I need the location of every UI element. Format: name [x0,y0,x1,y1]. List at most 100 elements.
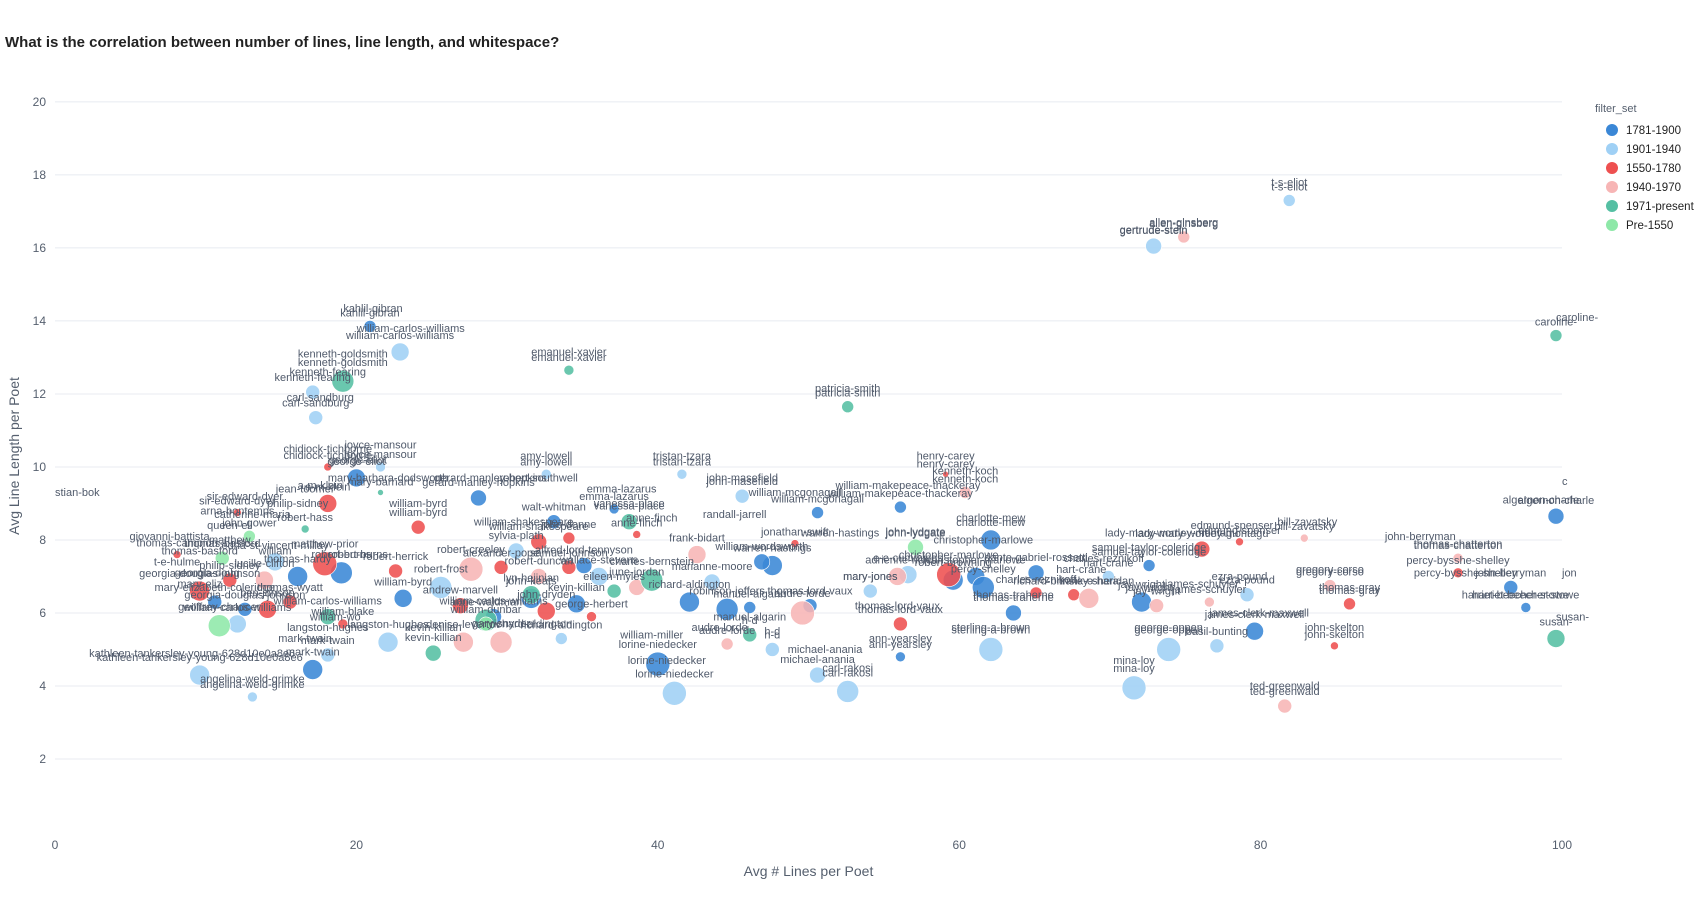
legend-item[interactable]: 1971-present [1606,200,1695,213]
data-point[interactable] [715,598,739,621]
data-point[interactable] [1282,194,1296,207]
legend[interactable]: filter_set 1781-1900 1901-1940 1550-1780 194… [1595,103,1695,232]
data-point[interactable] [1549,329,1563,342]
data-point[interactable] [734,488,750,504]
data-point[interactable] [765,642,780,657]
legend-item[interactable]: Pre-1550 [1606,219,1673,232]
data-point[interactable] [390,342,410,362]
data-point[interactable] [586,611,597,622]
data-point[interactable] [958,486,972,499]
data-point[interactable] [429,576,453,599]
data-point[interactable] [247,691,258,703]
data-point[interactable] [1323,579,1337,592]
data-point[interactable] [363,320,377,333]
data-point[interactable] [894,500,907,514]
data-point[interactable] [530,568,548,585]
data-point[interactable] [589,567,609,586]
data-point[interactable] [841,400,854,414]
data-point[interactable] [319,608,337,625]
data-point[interactable] [1078,588,1100,609]
data-point[interactable] [375,461,386,473]
legend-item[interactable]: 1940-1970 [1606,181,1681,194]
data-point[interactable] [790,600,815,626]
data-point[interactable] [1209,638,1225,654]
data-point[interactable] [347,468,366,488]
data-point[interactable] [540,468,552,480]
data-point[interactable] [530,533,548,551]
data-point[interactable] [1177,230,1191,244]
data-point[interactable] [377,489,384,496]
data-point[interactable] [493,560,509,575]
data-point[interactable] [790,539,800,548]
data-point[interactable] [753,553,771,571]
data-point[interactable] [567,594,586,614]
data-point[interactable] [452,597,469,614]
data-point[interactable] [172,550,182,559]
data-point[interactable] [233,508,242,517]
data-point[interactable] [978,637,1004,662]
data-point[interactable] [1142,559,1156,572]
data-point[interactable] [207,594,223,610]
data-point[interactable] [1239,587,1255,603]
data-point[interactable] [811,506,824,519]
data-point[interactable] [640,568,664,592]
data-point[interactable] [318,494,338,513]
data-point[interactable] [1005,604,1022,622]
data-point[interactable] [470,489,487,507]
data-point[interactable] [676,468,688,480]
data-point[interactable] [287,566,308,587]
data-point[interactable] [888,567,907,586]
data-point[interactable] [836,680,859,703]
data-point[interactable] [1156,637,1181,662]
data-point[interactable] [980,529,1002,551]
data-point[interactable] [632,530,642,539]
data-point[interactable] [608,503,620,515]
data-point[interactable] [862,583,878,599]
data-point[interactable] [1145,237,1162,255]
data-point[interactable] [521,585,541,605]
data-point[interactable] [1027,564,1045,582]
data-point[interactable] [222,572,238,588]
data-point[interactable] [237,602,253,617]
data-point[interactable] [377,631,399,653]
data-point[interactable] [1277,698,1293,714]
data-point[interactable] [1235,537,1244,547]
data-point[interactable] [575,557,593,574]
data-point[interactable] [942,470,949,478]
data-point[interactable] [895,651,906,663]
data-point[interactable] [189,664,210,686]
data-point[interactable] [305,384,320,400]
legend-item[interactable]: 1550-1780 [1606,162,1681,175]
data-point[interactable] [1546,629,1566,648]
data-point[interactable] [228,614,247,634]
data-point[interactable] [1300,533,1309,543]
data-point[interactable] [282,594,298,610]
data-point[interactable] [507,542,525,560]
data-point[interactable] [742,627,758,643]
data-point[interactable] [189,580,210,602]
data-point[interactable] [546,514,562,530]
data-point[interactable] [1452,552,1464,564]
data-point[interactable] [458,556,484,582]
data-point[interactable] [320,647,336,663]
data-point[interactable] [972,576,995,599]
data-point[interactable] [606,583,622,599]
data-point[interactable] [302,659,323,680]
data-point[interactable] [645,651,671,677]
data-point[interactable] [214,550,230,566]
data-point[interactable] [255,570,274,590]
data-point[interactable] [1029,586,1043,600]
data-point[interactable] [620,513,638,531]
data-point[interactable] [1149,598,1164,613]
data-point[interactable] [1245,621,1264,641]
data-point[interactable] [562,531,576,545]
data-point[interactable] [300,524,310,534]
data-point[interactable] [893,616,908,632]
data-point[interactable] [1121,675,1147,701]
data-point[interactable] [489,630,513,654]
data-point[interactable] [265,552,285,572]
data-point[interactable] [258,600,277,619]
data-point[interactable] [907,538,924,556]
data-point[interactable] [555,632,568,645]
data-point[interactable] [561,560,577,575]
